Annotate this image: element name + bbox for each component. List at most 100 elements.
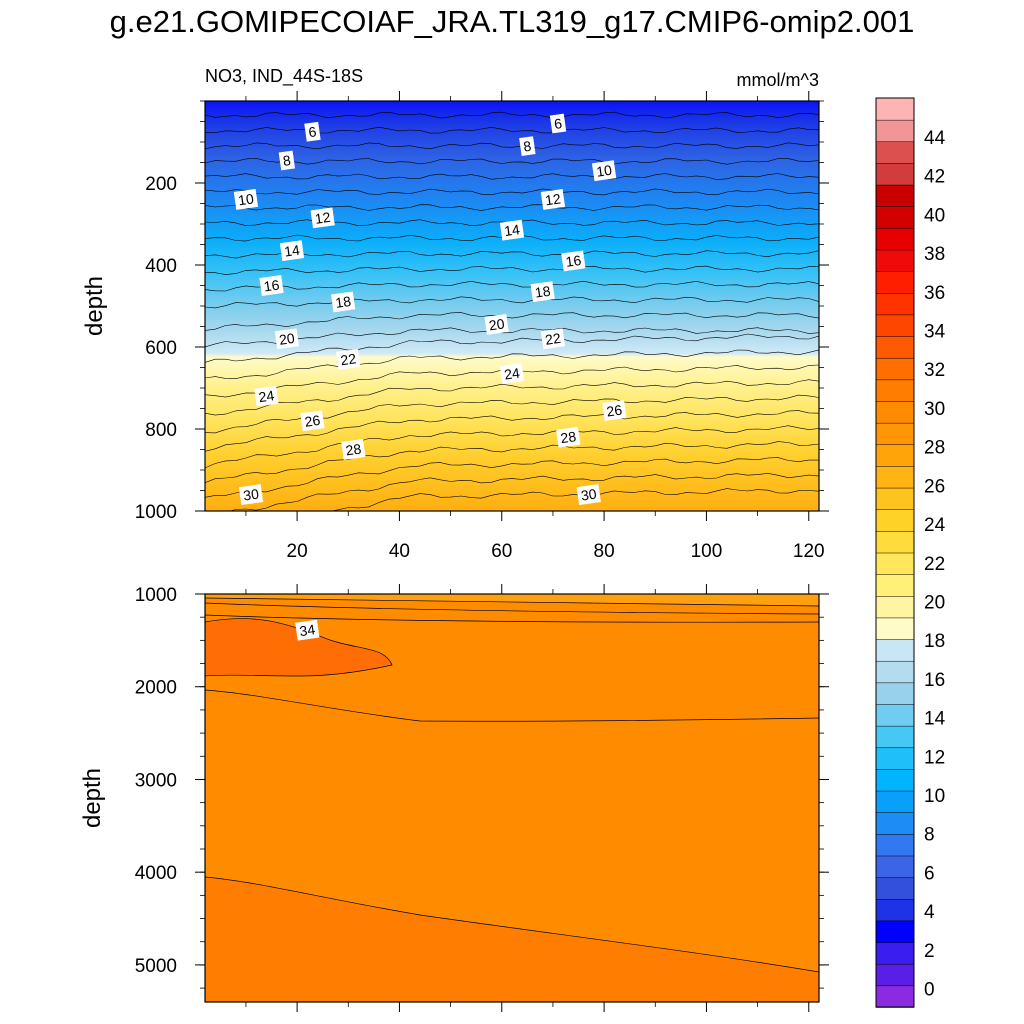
x-tick-label: 60 (491, 541, 512, 562)
colorbar-tick-label: 28 (924, 438, 945, 459)
contour-label-bg (233, 188, 259, 210)
upper-contour-line (205, 111, 819, 119)
colorbar-swatch (875, 985, 915, 1008)
contour-label-bg (331, 291, 356, 313)
contour-label: 22 (540, 328, 566, 350)
colorbar-tick-label: 36 (924, 283, 945, 304)
colorbar-swatch (875, 920, 915, 943)
colorbar-swatch (875, 682, 915, 705)
contour-label: 28 (556, 426, 581, 448)
contour-label-bg (310, 207, 335, 229)
upper-contour-line (205, 265, 819, 275)
colorbar-swatch (875, 725, 915, 749)
colorbar-swatch (875, 811, 915, 835)
colorbar-tick-label: 0 (924, 980, 935, 1001)
contour-label-bg (561, 250, 586, 272)
contour-label-bg (295, 619, 320, 641)
colorbar-swatch (875, 833, 915, 857)
contour-label-text: 34 (299, 621, 317, 639)
contour-label-bg (279, 240, 305, 262)
colorbar-swatch (875, 660, 915, 684)
colorbar-swatch (875, 227, 915, 251)
contour-label-bg (274, 328, 300, 350)
colorbar-swatch (875, 162, 915, 186)
y-tick-label: 200 (145, 174, 177, 195)
contour-label: 18 (530, 281, 555, 303)
colorbar-tick-label: 38 (924, 244, 945, 265)
colorbar-swatch (875, 508, 915, 532)
colorbar-tick-label: 4 (924, 902, 935, 923)
upper-contour-line (205, 280, 819, 292)
colorbar-swatch (875, 747, 915, 770)
contour-label: 18 (331, 291, 356, 313)
y-tick-label: 4000 (135, 863, 177, 884)
upper-contour-line (205, 333, 819, 363)
colorbar-swatch (875, 119, 915, 143)
contour-label-bg (254, 385, 279, 407)
contour-label-text: 14 (503, 221, 521, 239)
upper-contour-line (205, 425, 819, 469)
colorbar-swatch (875, 444, 915, 467)
upper-y-axis-title: depth (81, 276, 108, 336)
upper-contour-line (205, 142, 819, 150)
lower-contour-line (205, 689, 819, 722)
colorbar-tick-label: 40 (924, 205, 945, 226)
contour-label: 8 (278, 150, 296, 171)
contour-label: 26 (602, 400, 627, 421)
colorbar-swatch (875, 487, 915, 510)
contour-label-bg (530, 281, 555, 303)
contour-label-text: 12 (544, 190, 562, 208)
contour-label-text: 24 (503, 365, 521, 383)
colorbar-tick-label: 8 (924, 825, 935, 846)
colorbar-tick-label: 26 (924, 476, 945, 497)
upper-contour-line (205, 173, 819, 180)
contour-label-bg (591, 160, 617, 182)
colorbar-swatch (875, 422, 915, 446)
colorbar-swatch (875, 184, 915, 207)
colorbar-swatch (875, 617, 915, 640)
contour-label: 8 (519, 136, 536, 156)
colorbar-swatch (875, 530, 915, 554)
y-tick-label: 5000 (135, 956, 177, 977)
colorbar-tick-label: 32 (924, 360, 945, 381)
lower-contour-line (205, 602, 819, 615)
contour-label-bg (556, 426, 581, 448)
contour-label-bg (304, 121, 321, 142)
contour-label-text: 28 (345, 440, 363, 458)
y-tick-label: 3000 (135, 770, 177, 791)
contour-label-text: 24 (258, 387, 276, 405)
contour-label-text: 20 (278, 330, 296, 348)
contour-label-bg (238, 484, 264, 506)
x-tick-label: 20 (287, 541, 308, 562)
colorbar-swatch (875, 292, 915, 316)
contour-label-text: 10 (595, 162, 613, 180)
colorbar-tick-label: 44 (924, 128, 946, 149)
upper-contour-line (205, 296, 819, 309)
contour-label-bg (278, 150, 296, 171)
colorbar-swatch (875, 400, 915, 424)
colorbar-tick-label: 34 (924, 322, 946, 343)
contour-label: 24 (499, 363, 525, 385)
upper-plot-area (205, 101, 819, 511)
contour-label-bg (576, 484, 601, 506)
lower-frame (204, 593, 820, 1003)
colorbar: 0246810121416182022242628303234363840424… (875, 97, 946, 1008)
contour-label-text: 16 (263, 276, 281, 294)
upper-y-axis: 200 400 600 800 1000 (135, 100, 829, 523)
upper-contour-line (205, 441, 819, 483)
contour-label: 16 (561, 250, 586, 272)
colorbar-swatch (875, 314, 915, 337)
contour-label-bg (300, 410, 325, 432)
contour-label: 20 (274, 328, 300, 350)
variable-label: NO3, IND_44S-18S (205, 66, 363, 87)
colorbar-swatch (875, 379, 915, 402)
contour-label: 34 (295, 619, 320, 641)
contour-label: 10 (591, 160, 617, 182)
contour-label-bg (549, 113, 567, 134)
colorbar-swatch (875, 790, 915, 813)
upper-contour-line (229, 472, 819, 511)
contour-label: 22 (336, 348, 361, 370)
x-tick-label: 100 (691, 541, 723, 562)
colorbar-tick-label: 30 (924, 399, 945, 420)
